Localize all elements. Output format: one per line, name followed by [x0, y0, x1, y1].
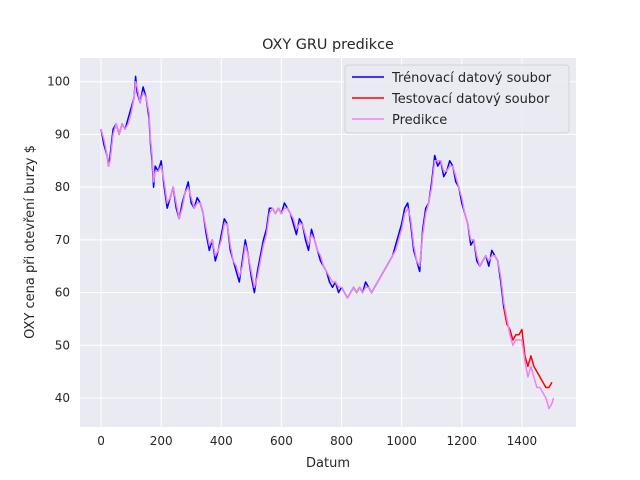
- x-tick-label: 800: [330, 434, 353, 448]
- tick-labels: 0 200 400 600 800 1000 1200 1400 40 50 60 70 80 90 100: [47, 75, 537, 448]
- legend: Trénovací datový soubor Testovací datový…: [344, 64, 570, 134]
- y-axis-label: OXY cena při otevření burzy $: [23, 145, 38, 339]
- series-line-test: [503, 308, 553, 389]
- x-tick-label: 0: [97, 434, 105, 448]
- legend-box: [344, 64, 570, 134]
- y-tick-label: 70: [55, 233, 70, 247]
- series-line-prediction: [100, 80, 555, 410]
- x-tick-label: 1200: [446, 434, 477, 448]
- y-tick-label: 50: [55, 338, 70, 352]
- y-tick-label: 90: [55, 127, 70, 141]
- series-lines: [100, 75, 555, 410]
- y-tick-label: 100: [47, 75, 70, 89]
- legend-label-test: Testovací datový soubor: [391, 92, 550, 107]
- y-tick-label: 40: [55, 391, 70, 405]
- legend-label-prediction: Predikce: [392, 113, 447, 128]
- legend-label-train: Trénovací datový soubor: [391, 71, 552, 86]
- x-axis-label: Datum: [306, 456, 350, 471]
- x-tick-label: 1000: [386, 434, 417, 448]
- x-tick-label: 200: [150, 434, 173, 448]
- chart-title: OXY GRU predikce: [262, 37, 394, 53]
- y-tick-label: 80: [55, 180, 70, 194]
- x-tick-label: 1400: [507, 434, 538, 448]
- x-tick-label: 400: [210, 434, 233, 448]
- x-tick-label: 600: [270, 434, 293, 448]
- y-tick-label: 60: [55, 286, 70, 300]
